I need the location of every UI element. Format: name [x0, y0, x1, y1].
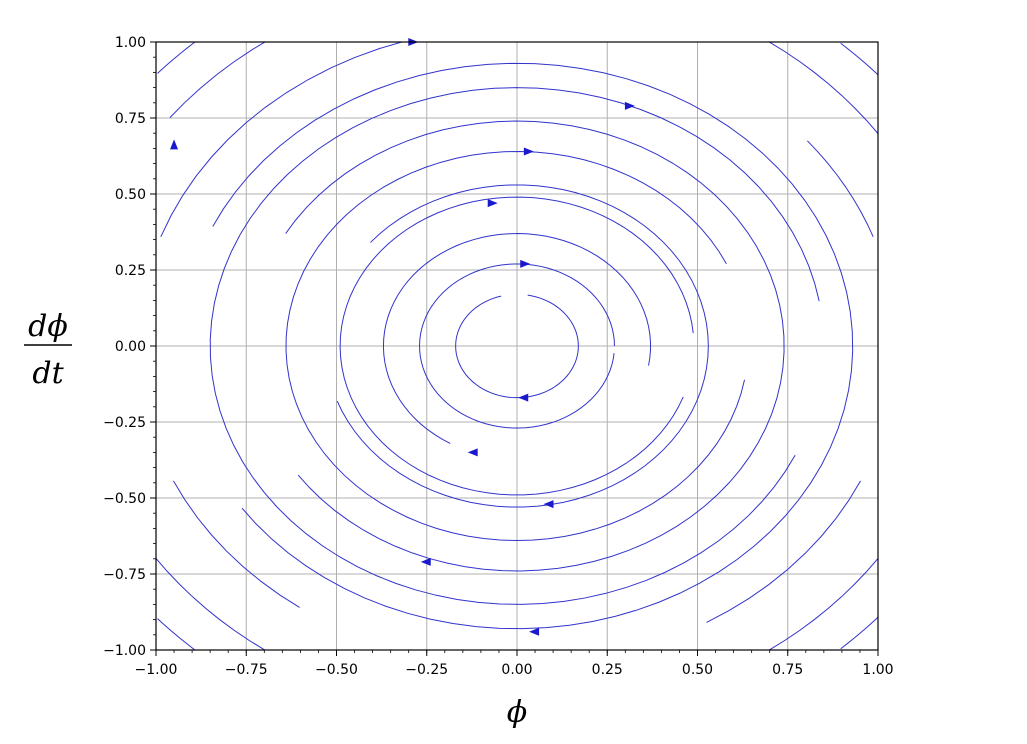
- x-tick-label: 1.00: [862, 662, 893, 678]
- y-tick-label: 0.00: [115, 339, 146, 355]
- stream-arrow: [487, 199, 498, 208]
- y-axis-label-numerator: dϕ: [28, 309, 68, 344]
- y-tick-label: 1.00: [115, 35, 146, 51]
- streamline: [160, 42, 404, 238]
- streamline: [339, 196, 694, 496]
- stream-arrow: [467, 448, 478, 457]
- streamline: [769, 558, 878, 650]
- streamline: [840, 616, 878, 650]
- x-tick-label: −0.50: [315, 662, 358, 678]
- grid-lines: [156, 42, 878, 650]
- streamline: [285, 150, 746, 542]
- streamline: [173, 480, 300, 608]
- y-axis-label-denominator: dt: [32, 356, 64, 391]
- stream-arrow: [523, 147, 534, 156]
- x-tick-label: −0.75: [225, 662, 268, 678]
- stream-arrow: [518, 393, 529, 402]
- streamline: [285, 120, 785, 572]
- x-tick-label: 0.00: [501, 662, 532, 678]
- y-tick-label: −0.75: [103, 567, 146, 583]
- streamlines: [156, 42, 878, 650]
- streamline: [706, 480, 861, 623]
- x-axis-label: ϕ: [507, 695, 527, 730]
- stream-arrow: [529, 627, 540, 636]
- stream-arrow: [624, 101, 635, 110]
- stream-arrow: [170, 139, 179, 150]
- streamline: [209, 87, 820, 605]
- streamline: [157, 618, 196, 650]
- y-axis-label: dϕ dt: [24, 309, 72, 391]
- x-tick-label: −0.25: [405, 662, 448, 678]
- streamline: [212, 62, 854, 630]
- streamline: [157, 42, 196, 74]
- streamline: [769, 42, 878, 134]
- streamline: [382, 233, 652, 444]
- stream-arrow: [520, 259, 531, 268]
- x-tick-label: 0.75: [772, 662, 803, 678]
- x-tick-label: −1.00: [135, 662, 178, 678]
- y-tick-label: −0.50: [103, 491, 146, 507]
- y-tick-label: −1.00: [103, 643, 146, 659]
- y-tick-label: 0.25: [115, 263, 146, 279]
- streamline: [336, 184, 709, 508]
- y-tick-label: −0.25: [103, 415, 146, 431]
- stream-arrow: [543, 500, 554, 509]
- streamline: [156, 558, 265, 650]
- stream-arrow: [420, 557, 431, 566]
- streamline: [419, 263, 615, 429]
- streamline: [169, 42, 266, 119]
- streamline: [807, 140, 874, 238]
- y-tick-label: 0.50: [115, 187, 146, 203]
- stream-arrows: [170, 38, 635, 636]
- x-tick-label: 0.50: [682, 662, 713, 678]
- y-tick-label: 0.75: [115, 111, 146, 127]
- x-tick-label: 0.25: [592, 662, 623, 678]
- axis-ticks: −1.00 −0.75 −0.50 −0.25 0.00 0.25 0.50 0.75 1.00…: [103, 35, 893, 678]
- streamline: [840, 42, 878, 76]
